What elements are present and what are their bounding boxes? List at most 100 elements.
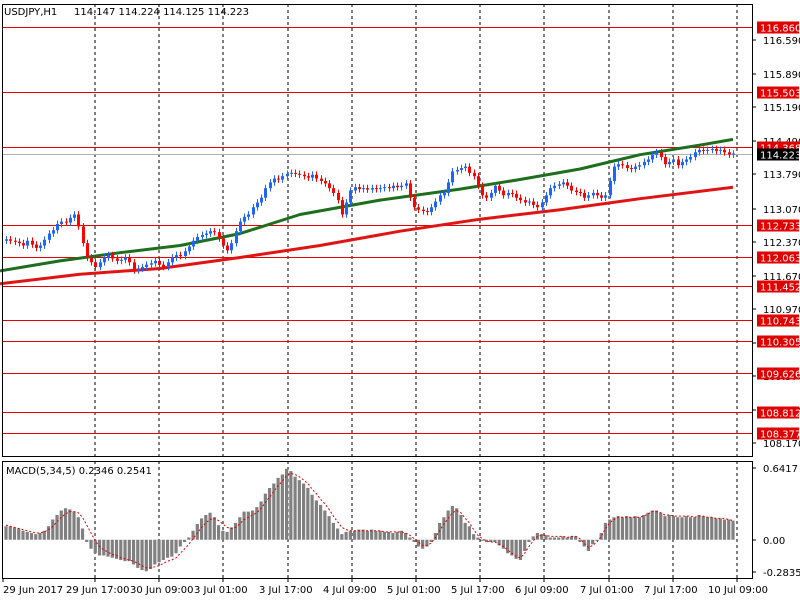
horizontal-levels [2,28,752,434]
candle-body [358,187,361,189]
candle-body [196,237,199,241]
macd-bar [540,534,543,540]
time-label: 5 Jul 17:00 [451,585,505,596]
level-label: 108.812 [760,409,800,420]
macd-bar [157,540,160,563]
candle-body [345,202,348,214]
macd-bar [646,513,649,540]
macd-bar [89,540,92,549]
macd-bar [379,531,382,540]
candle-body [116,258,119,260]
candle-body [460,168,463,170]
macd-bar [208,513,211,540]
macd-tick-label: -0.2835 [763,568,800,579]
macd-bar [468,526,471,540]
macd-bar [421,540,424,549]
macd-bar [638,517,641,540]
price-tick-label: 115.190 [763,103,800,114]
candle-body [430,207,433,212]
macd-bar [187,538,190,540]
candle-body [311,175,314,178]
candle-body [230,243,233,250]
price-tick-label: 113.070 [763,205,800,216]
macd-bar [391,533,394,540]
macd-bar [642,515,645,540]
candle-body [298,174,301,175]
macd-bar [731,521,734,540]
main-pane-border [3,5,753,457]
macd-bar [221,531,224,540]
candle-body [604,195,607,197]
macd-bar [374,531,377,540]
candle-body [417,207,420,209]
candle-body [324,181,327,183]
moving-averages [0,139,733,283]
macd-bar [234,523,237,540]
candle-body [494,186,497,193]
candle-body [260,198,263,203]
candle-body [252,207,255,214]
macd-bar [523,540,526,551]
macd-bar [242,512,245,540]
macd-bar [345,532,348,540]
candle-body [490,193,493,198]
macd-bar [702,516,705,540]
candle-body [120,260,123,261]
candle-body [213,231,216,232]
macd-bar [710,517,713,540]
macd-bar [196,524,199,540]
macd-bar [106,540,109,557]
macd-bar [549,538,552,540]
price-tick-label: 113.790 [763,170,800,181]
macd-bar [651,511,654,540]
macd-bar [285,469,288,540]
candle-body [201,235,204,237]
candle-body [473,173,476,176]
macd-bar [153,540,156,565]
level-label: 110.305 [760,338,800,349]
candle-body [600,195,603,197]
macd-bar [68,509,71,539]
time-label: 29 Jun 17:00 [66,585,130,596]
candle-body [613,167,616,181]
macd-bar [170,540,173,557]
macd-bar [204,515,207,540]
candle-body [94,262,97,267]
candle-body [56,224,59,230]
macd-bar [680,517,683,540]
candle-body [711,149,714,150]
candle-body [498,186,501,191]
macd-tick-label: 0.00 [763,536,785,547]
candle-body [218,232,221,238]
macd-bar [434,533,437,540]
candle-body [18,242,21,243]
candle-body [9,239,12,240]
macd-bar [553,538,556,540]
macd-bar [162,540,165,560]
candle-body [188,247,191,252]
candle-body [672,159,675,161]
candle-body [702,150,705,151]
macd-bar [94,540,97,554]
candle-body [286,174,289,176]
candle-body [422,210,425,211]
candle-body [617,164,620,166]
candle-body [511,193,514,194]
candle-body [507,193,510,195]
candle-body [307,176,310,177]
macd-tick-label: 0.6417 [763,464,798,475]
macd-bar [230,527,233,539]
macd-bar [128,540,131,561]
candle-body [570,186,573,191]
macd-bar [464,523,467,540]
macd-bar [174,540,177,554]
level-label: 112.063 [760,254,800,265]
candle-body [154,261,157,263]
candle-body [337,193,340,200]
candle-body [447,182,450,193]
macd-bar [55,515,58,540]
candle-body [65,222,68,223]
vertical-grid [95,4,737,578]
